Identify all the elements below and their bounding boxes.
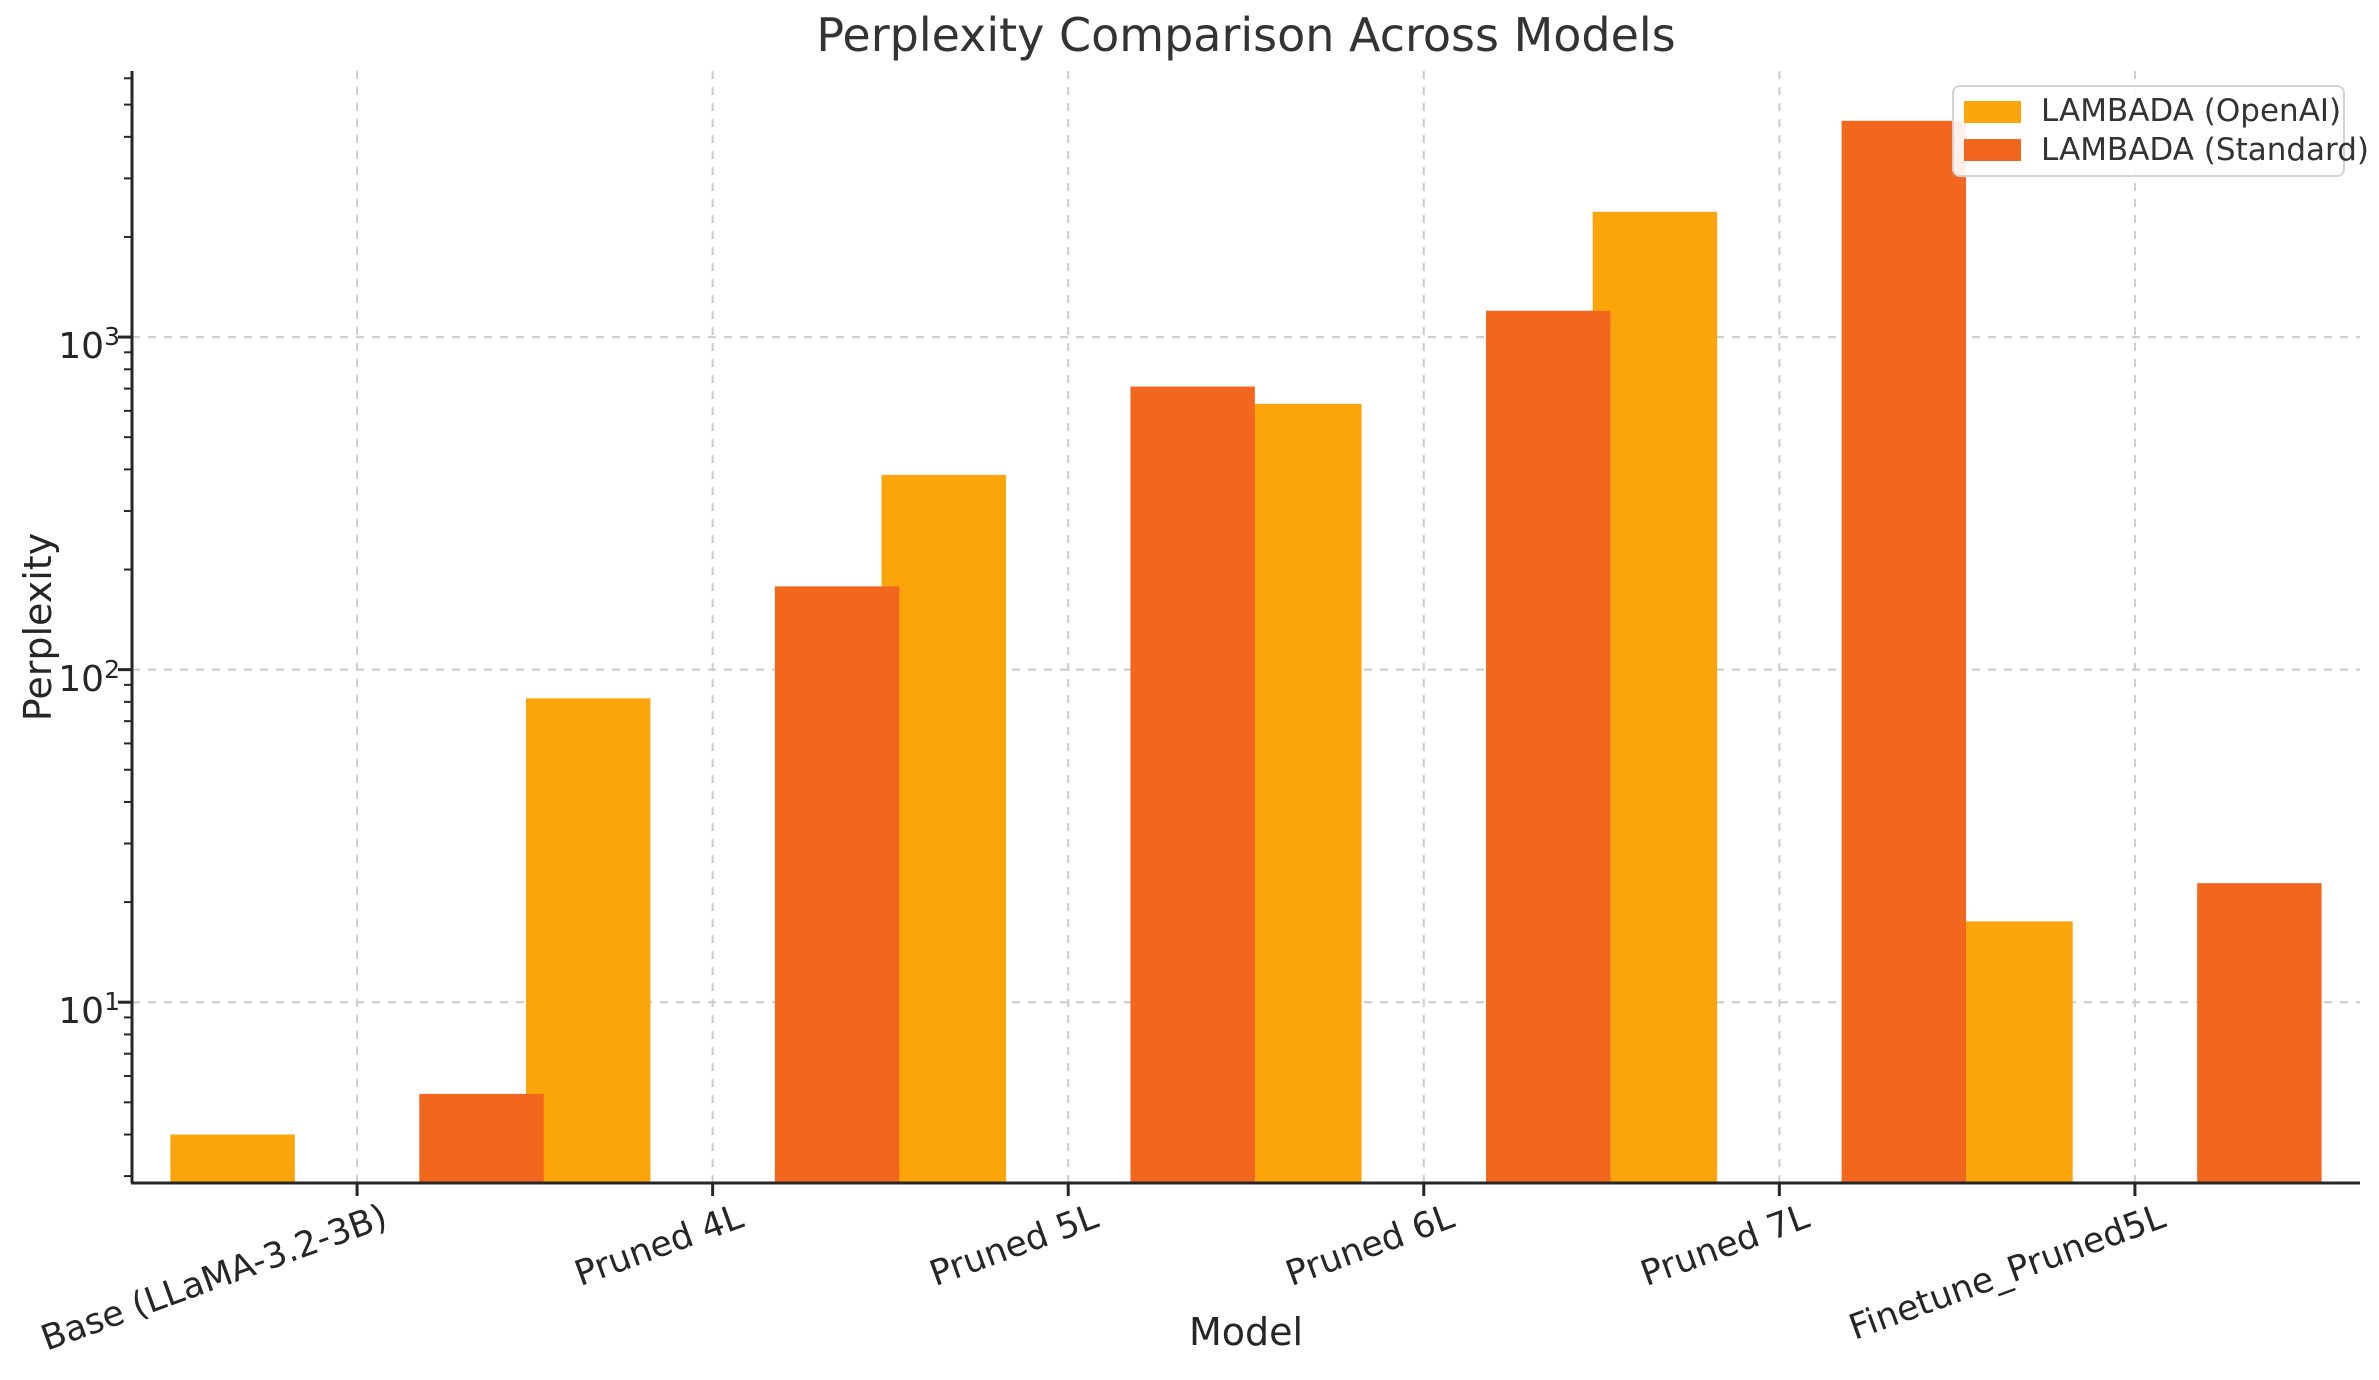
legend-item-lambada-standard: LAMBADA (Standard) xyxy=(1964,132,2369,168)
legend-label: LAMBADA (Standard) xyxy=(2041,131,2370,168)
legend: LAMBADA (OpenAI) LAMBADA (Standard) xyxy=(1952,85,2369,177)
legend-swatch-lambada-openai-icon xyxy=(1964,100,2021,123)
chart-title: Perplexity Comparison Across Models xyxy=(816,8,1676,62)
y-tick-label: 103 xyxy=(58,322,120,368)
x-axis-label: Model xyxy=(1188,1310,1304,1354)
bar-lambada-standard xyxy=(419,1093,544,1183)
y-tick-label: 101 xyxy=(58,987,120,1033)
legend-swatch-lambada-standard-icon xyxy=(1964,139,2021,162)
bar-lambada-openai xyxy=(1948,921,2073,1183)
y-tick-label: 102 xyxy=(58,654,120,700)
bar-lambada-standard xyxy=(1841,120,1967,1184)
bar-lambada-standard xyxy=(1130,386,1255,1183)
bar-lambada-openai xyxy=(525,698,651,1183)
bar-lambada-openai xyxy=(1237,403,1362,1183)
y-axis-label: Perplexity xyxy=(16,532,60,722)
bar-lambada-standard xyxy=(2197,883,2322,1183)
bar-lambada-openai xyxy=(170,1134,295,1183)
legend-item-lambada-openai: LAMBADA (OpenAI) xyxy=(1964,94,2341,130)
bar-lambada-standard xyxy=(1486,310,1611,1183)
legend-label: LAMBADA (OpenAI) xyxy=(2041,93,2342,130)
bar-lambada-openai xyxy=(1592,211,1718,1184)
bar-lambada-openai xyxy=(881,474,1006,1183)
bar-lambada-standard xyxy=(774,586,900,1183)
